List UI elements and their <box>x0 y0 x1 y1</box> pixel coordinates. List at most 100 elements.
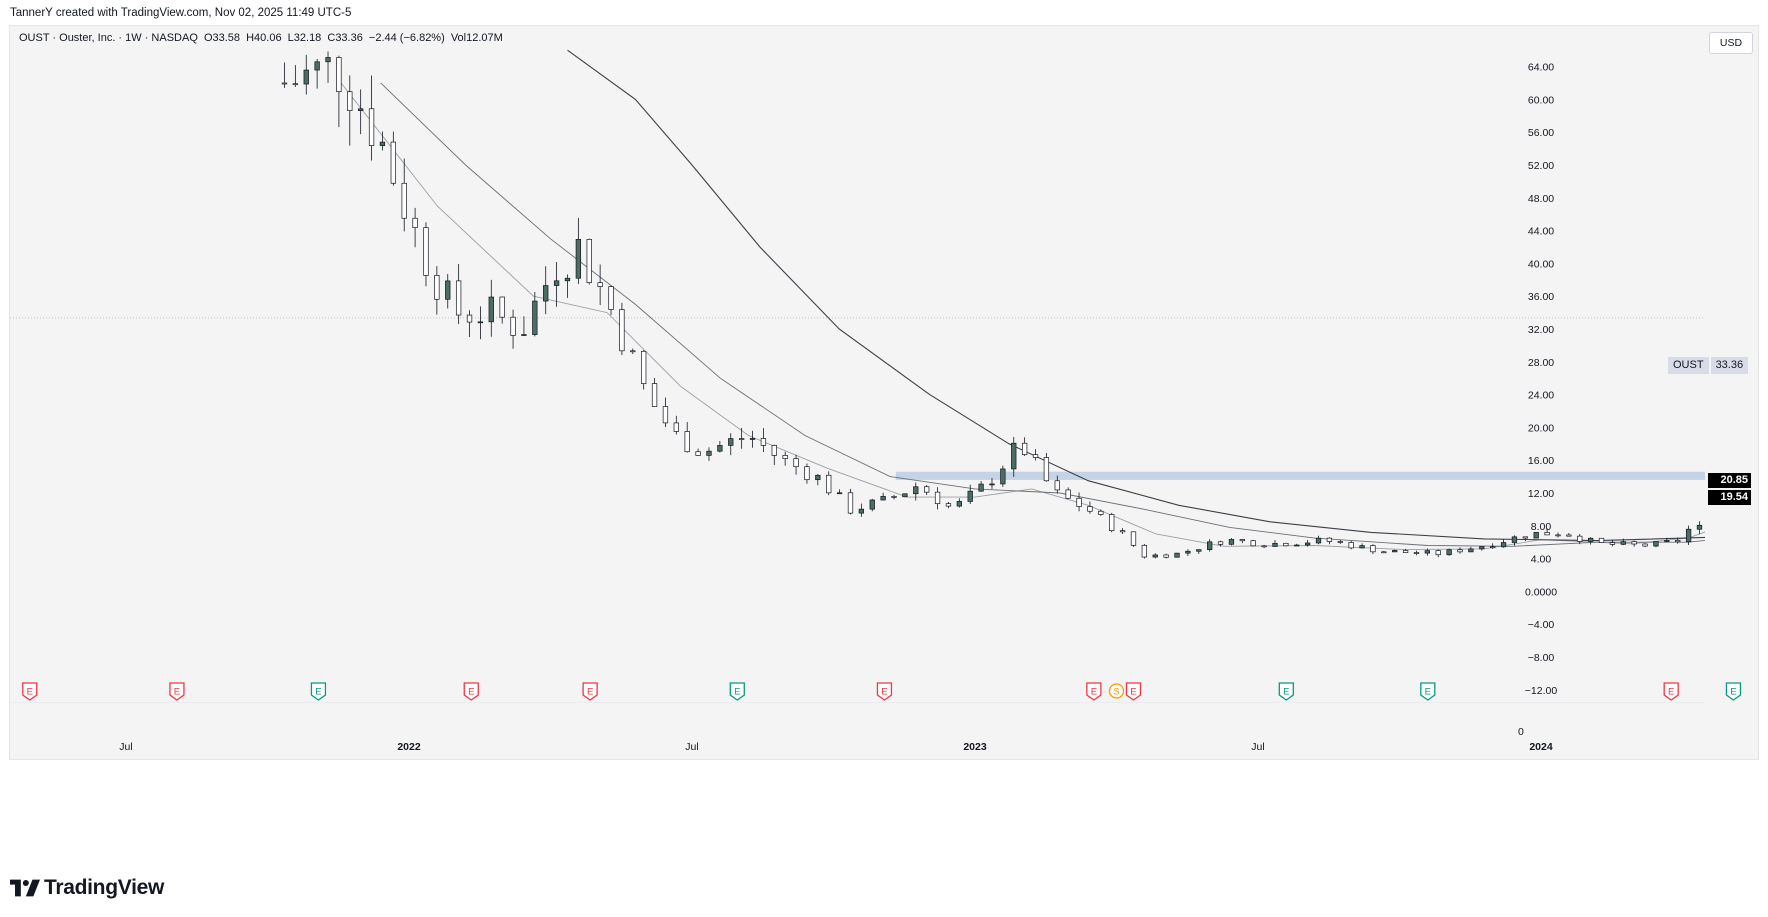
earnings-event-marker[interactable]: E <box>169 682 185 701</box>
volume-bar <box>1131 729 1135 731</box>
candle-body <box>1163 554 1169 558</box>
earnings-event-marker[interactable]: E <box>1420 682 1436 701</box>
y-tick-label: −4.00 <box>1528 619 1555 631</box>
volume-bar <box>903 728 907 731</box>
candle-body <box>804 466 810 481</box>
candle-body <box>434 275 440 300</box>
volume-bar <box>1600 729 1604 731</box>
candle-body <box>1752 491 1757 502</box>
candle-body <box>1141 544 1148 558</box>
earnings-event-marker[interactable]: E <box>876 682 893 701</box>
volume-bar <box>576 728 580 731</box>
tradingview-logo[interactable]: TradingView <box>10 876 164 900</box>
volume-bar <box>1229 728 1233 731</box>
candle-body <box>1119 530 1126 533</box>
candle-body <box>1435 550 1441 556</box>
volume-bar <box>468 730 472 731</box>
earnings-event-marker[interactable]: E <box>310 682 327 701</box>
volume-bar <box>620 729 624 731</box>
candle-body <box>913 486 919 495</box>
volume-bar <box>337 728 341 731</box>
volume-bar <box>315 729 319 731</box>
candle-body <box>1174 552 1180 558</box>
candle-body <box>553 280 560 286</box>
earnings-event-marker[interactable]: E <box>582 682 598 701</box>
event-marker-label: S <box>1113 687 1119 698</box>
chart-credit: TannerY created with TradingView.com, No… <box>10 7 352 19</box>
candle-body <box>924 486 930 493</box>
candle-body <box>902 493 908 498</box>
earnings-event-marker[interactable]: E <box>1725 682 1742 701</box>
volume-bar <box>348 730 352 731</box>
volume-bar <box>1414 730 1418 731</box>
earnings-event-marker[interactable]: E <box>1086 682 1102 701</box>
candle-body <box>455 280 462 316</box>
earnings-event-marker[interactable]: E <box>463 682 479 701</box>
volume-bar <box>413 728 417 731</box>
candle-body <box>303 69 309 85</box>
earnings-event-marker[interactable]: E <box>1278 682 1294 701</box>
candle-body <box>1631 541 1637 545</box>
earnings-marker-shape <box>22 682 38 701</box>
candle-body <box>1479 546 1485 550</box>
candle-body <box>1587 537 1594 542</box>
split-event-marker[interactable]: S <box>1108 683 1125 699</box>
volume-bar <box>1545 730 1549 731</box>
volume-bar <box>511 728 515 731</box>
volume-bar <box>326 729 330 731</box>
candle-body <box>347 91 353 111</box>
volume-bar <box>805 728 809 731</box>
volume-bar <box>1219 730 1223 731</box>
earnings-marker-shape <box>582 682 598 701</box>
y-tick-label: 56.00 <box>1528 127 1554 139</box>
candle-body <box>1011 442 1017 470</box>
volume-bar <box>914 730 918 731</box>
volume-bar <box>1676 726 1680 731</box>
volume-bar <box>1752 724 1756 731</box>
earnings-marker-shape <box>1086 682 1102 701</box>
volume-bar <box>631 730 635 731</box>
candle-body <box>1272 542 1278 547</box>
volume-bar <box>565 728 569 731</box>
volume-bar <box>751 728 755 731</box>
candle-body <box>390 141 396 184</box>
candle-body <box>1620 541 1626 545</box>
event-marker-label: E <box>1283 687 1289 698</box>
volume-bar <box>1295 729 1299 731</box>
y-tick-label: −12.00 <box>1525 685 1558 697</box>
candle-body <box>368 108 375 146</box>
volume-bar <box>1687 726 1691 731</box>
x-tick-label: 2023 <box>963 741 987 753</box>
candle-body <box>1021 442 1028 456</box>
candle-body <box>738 438 745 440</box>
earnings-event-marker[interactable]: E <box>1125 682 1142 701</box>
y-tick-label: 64.00 <box>1528 62 1554 74</box>
candle-body <box>1315 537 1322 544</box>
event-marker-label: E <box>1668 687 1674 698</box>
volume-bar <box>1349 729 1353 731</box>
volume-bar <box>718 728 722 731</box>
volume-bar <box>653 728 657 731</box>
earnings-event-marker[interactable]: E <box>729 682 745 701</box>
volume-bar <box>1273 729 1277 731</box>
candle-body <box>771 445 777 456</box>
y-tick-label: 52.00 <box>1528 160 1554 172</box>
y-tick-label: −8.00 <box>1528 652 1555 664</box>
candle-body <box>706 450 712 456</box>
volume-bar <box>1240 728 1244 731</box>
candle-body <box>445 280 451 300</box>
volume-bar <box>1034 729 1038 731</box>
y-tick-label: 32.00 <box>1528 324 1554 336</box>
candle-body <box>488 296 494 323</box>
candle-body <box>1719 508 1724 510</box>
currency-selector[interactable]: USD <box>1709 32 1753 54</box>
candle-body <box>1413 552 1420 554</box>
candle-body <box>1533 532 1539 539</box>
earnings-event-marker[interactable]: E <box>22 682 38 701</box>
candle-body <box>1261 545 1267 548</box>
earnings-event-marker[interactable]: E <box>1663 682 1679 701</box>
resistance-zone <box>895 471 1705 480</box>
y-tick-label: 44.00 <box>1528 226 1554 238</box>
volume-bar <box>1523 728 1527 731</box>
